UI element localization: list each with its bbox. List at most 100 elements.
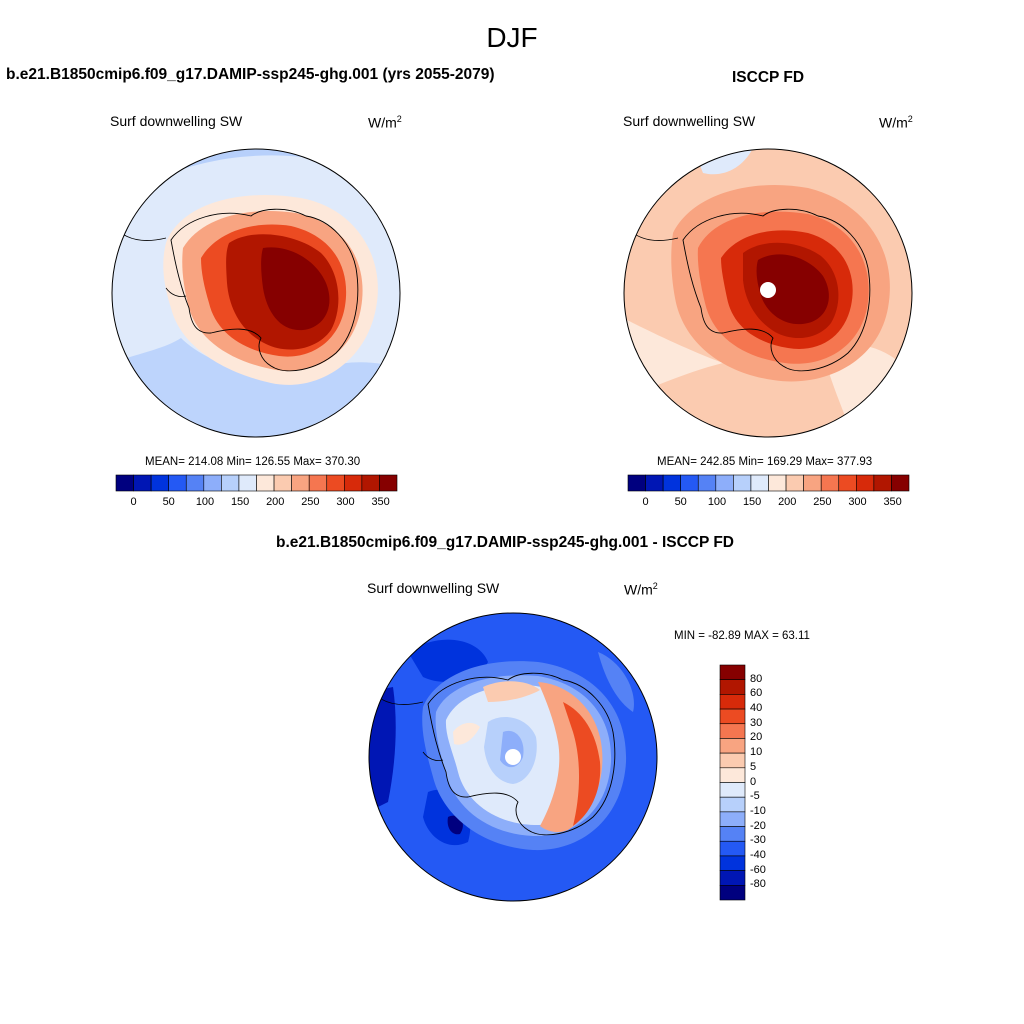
diff-polar-map	[368, 612, 658, 902]
diff-colorbar-tick: 60	[750, 687, 763, 700]
diff-colorbar	[719, 664, 746, 901]
diff-colorbar-tick: -30	[750, 834, 766, 847]
model-colorbar-tick: 0	[130, 496, 137, 508]
model-colorbar-swatch	[168, 474, 187, 492]
diff-stats: MIN = -82.89 MAX = 63.11	[674, 630, 810, 642]
diff-variable-label: Surf downwelling SW	[367, 580, 500, 596]
diff-colorbar-swatch	[719, 664, 746, 680]
model-colorbar-swatch	[115, 474, 134, 492]
obs-colorbar-tick: 300	[848, 496, 867, 508]
page-title: DJF	[486, 22, 538, 53]
diff-colorbar-tick: 30	[750, 716, 763, 729]
obs-panel-title: ISCCP FD	[732, 69, 805, 86]
obs-colorbar	[627, 474, 910, 492]
model-colorbar-swatch	[238, 474, 257, 492]
obs-colorbar-swatch	[627, 474, 646, 492]
obs-colorbar-swatch	[838, 474, 857, 492]
obs-colorbar-swatch	[891, 474, 910, 492]
diff-colorbar-swatch	[719, 679, 746, 695]
model-stats: MEAN= 214.08 Min= 126.55 Max= 370.30	[145, 456, 361, 468]
obs-polar-map	[623, 148, 913, 438]
diff-panel-title: b.e21.B1850cmip6.f09_g17.DAMIP-ssp245-gh…	[276, 534, 734, 551]
diff-colorbar-swatch	[719, 752, 746, 769]
obs-variable-label: Surf downwelling SW	[623, 113, 756, 129]
model-colorbar-tick: 250	[301, 496, 320, 508]
model-colorbar-tick: 300	[336, 496, 355, 508]
obs-units-label: W/m2	[879, 114, 913, 131]
model-colorbar-tick: 100	[195, 496, 215, 508]
obs-colorbar-tick: 100	[707, 496, 727, 508]
diff-colorbar-tick: 20	[750, 731, 763, 744]
model-colorbar-swatch	[273, 474, 292, 492]
model-variable-label: Surf downwelling SW	[110, 113, 243, 129]
diff-colorbar-swatch	[719, 767, 746, 783]
diff-colorbar-tick: -10	[750, 804, 766, 817]
diff-colorbar-tick: 0	[750, 775, 757, 788]
diff-colorbar-tick: -80	[750, 878, 766, 891]
diff-colorbar-swatch	[719, 694, 746, 710]
diff-colorbar-swatch	[719, 723, 746, 739]
obs-colorbar-tick: 0	[642, 496, 649, 508]
diff-colorbar-swatch	[719, 826, 746, 842]
obs-stats: MEAN= 242.85 Min= 169.29 Max= 377.93	[657, 456, 873, 468]
obs-colorbar-swatch	[856, 474, 875, 492]
diff-colorbar-swatch	[719, 870, 746, 886]
obs-colorbar-tick: 350	[883, 496, 902, 508]
diff-colorbar-swatch	[719, 782, 746, 798]
model-colorbar-swatch	[291, 474, 310, 492]
obs-colorbar-swatch	[662, 474, 681, 492]
model-colorbar-swatch	[344, 474, 363, 492]
model-colorbar-ticks: 0 50 100 150 200 250 300 350	[116, 496, 397, 510]
model-polar-map	[111, 148, 401, 438]
obs-colorbar-swatch	[680, 474, 699, 492]
obs-colorbar-swatch	[715, 474, 734, 492]
model-colorbar-swatch	[361, 474, 380, 492]
diff-colorbar-swatch	[719, 855, 746, 871]
model-colorbar-tick: 350	[371, 496, 390, 508]
diff-colorbar-swatch	[719, 840, 746, 857]
model-colorbar-tick: 200	[266, 496, 285, 508]
model-colorbar	[115, 474, 398, 492]
diff-colorbar-tick: -60	[750, 863, 766, 876]
obs-colorbar-swatch	[785, 474, 804, 492]
diff-colorbar-tick: -40	[750, 848, 766, 861]
obs-colorbar-tick: 200	[778, 496, 797, 508]
obs-colorbar-swatch	[873, 474, 892, 492]
obs-colorbar-tick: 250	[813, 496, 832, 508]
model-colorbar-swatch	[203, 474, 222, 492]
obs-colorbar-swatch	[750, 474, 769, 492]
obs-colorbar-swatch	[803, 474, 822, 492]
diff-units-label: W/m2	[624, 581, 658, 598]
obs-colorbar-tick: 150	[742, 496, 762, 508]
diff-colorbar-swatch	[719, 796, 746, 813]
model-colorbar-tick: 50	[162, 496, 175, 508]
model-colorbar-swatch	[150, 474, 169, 492]
diff-colorbar-tick: 80	[750, 672, 763, 685]
obs-colorbar-swatch	[645, 474, 664, 492]
model-colorbar-swatch	[308, 474, 328, 492]
model-colorbar-swatch	[133, 474, 152, 492]
diff-colorbar-swatch	[719, 738, 746, 754]
diff-colorbar-tick: 10	[750, 746, 763, 759]
diff-colorbar-tick: 5	[750, 760, 757, 773]
diff-colorbar-ticks: 80 60 40 30 20 10 5 0 -5 -10 -20 -30 -40 -60 -80	[750, 665, 790, 900]
model-panel-title: b.e21.B1850cmip6.f09_g17.DAMIP-ssp245-gh…	[6, 66, 495, 83]
diff-colorbar-swatch	[719, 885, 746, 901]
model-units-label: W/m2	[368, 114, 402, 131]
diff-colorbar-tick: 40	[750, 702, 763, 715]
model-colorbar-swatch	[221, 474, 240, 492]
diff-colorbar-tick: -5	[750, 790, 760, 803]
obs-colorbar-tick: 50	[674, 496, 687, 508]
diff-colorbar-tick: -20	[750, 819, 766, 832]
obs-colorbar-ticks: 0 50 100 150 200 250 300 350	[628, 496, 909, 510]
model-colorbar-swatch	[379, 474, 398, 492]
obs-colorbar-swatch	[768, 474, 787, 492]
model-colorbar-swatch	[185, 474, 205, 492]
obs-colorbar-swatch	[820, 474, 840, 492]
obs-colorbar-swatch	[697, 474, 717, 492]
diff-colorbar-swatch	[719, 708, 746, 725]
obs-colorbar-swatch	[733, 474, 752, 492]
diff-colorbar-swatch	[719, 811, 746, 827]
model-colorbar-swatch	[256, 474, 275, 492]
model-colorbar-swatch	[326, 474, 345, 492]
